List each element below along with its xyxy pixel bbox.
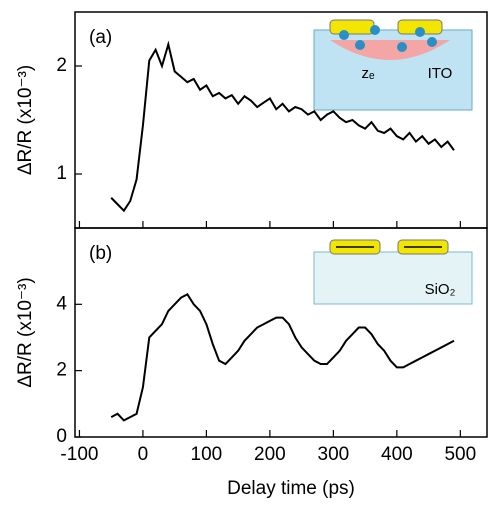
plot-frame [74, 227, 488, 438]
inset-label: ITO [428, 65, 453, 82]
y-tick-label: 2 [56, 360, 67, 381]
inset-label: zₑ [361, 65, 375, 82]
x-tick-label: -100 [60, 444, 98, 465]
y-tick-label: 4 [56, 293, 67, 314]
y-axis-label: ΔR/R (x10⁻³) [15, 277, 36, 387]
y-tick-label: 2 [56, 55, 67, 76]
x-axis-label: Delay time (ps) [227, 478, 355, 499]
x-tick-label: 500 [444, 444, 476, 465]
x-tick-label: 100 [191, 444, 223, 465]
y-tick-label: 0 [56, 426, 67, 447]
y-axis-label: ΔR/R (x10⁻³) [15, 65, 36, 175]
y-tick-label: 1 [56, 163, 67, 184]
x-tick-label: 0 [138, 444, 149, 465]
panel-label: (b) [89, 243, 112, 264]
inset-sio2 [313, 239, 473, 305]
panel-label: (a) [89, 27, 112, 48]
x-tick-label: 200 [254, 444, 286, 465]
inset-ito [313, 19, 473, 111]
x-tick-label: 400 [381, 444, 413, 465]
x-tick-label: 300 [318, 444, 350, 465]
data-line [110, 40, 455, 213]
inset-label: SiO₂ [425, 281, 456, 298]
data-line [110, 293, 455, 422]
